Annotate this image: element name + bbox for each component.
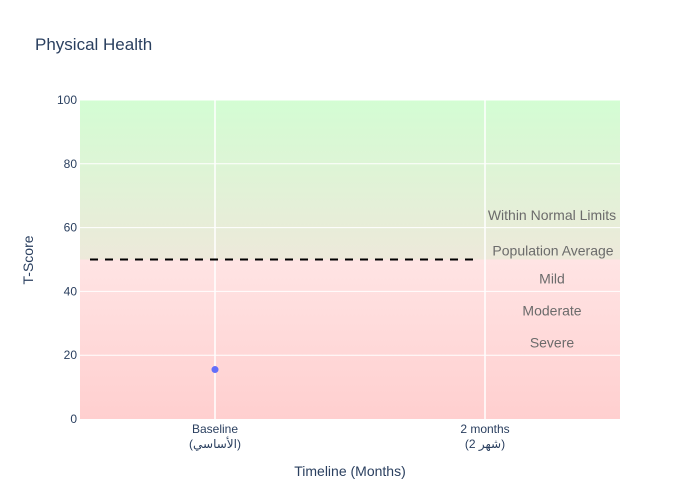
band-labels: Within Normal Limits Mild Moderate Severe bbox=[488, 207, 616, 351]
data-point[interactable] bbox=[211, 366, 219, 374]
x-axis-ticks: Baseline(الأساسي) 2 months(شهر 2) bbox=[189, 422, 510, 452]
x-tick-sublabel: (الأساسي) bbox=[189, 436, 241, 451]
y-tick-label: 20 bbox=[64, 348, 78, 362]
data-points bbox=[211, 366, 219, 374]
band-label: Mild bbox=[539, 271, 565, 287]
y-tick-label: 40 bbox=[64, 284, 78, 298]
x-axis-title: Timeline (Months) bbox=[294, 463, 406, 479]
x-tick-sublabel: (شهر 2) bbox=[465, 437, 505, 452]
x-tick-label: Baseline bbox=[192, 422, 238, 436]
x-tick-label: 2 months bbox=[460, 422, 509, 436]
y-tick-label: 60 bbox=[64, 221, 78, 235]
y-tick-label: 80 bbox=[64, 157, 78, 171]
band-label: Within Normal Limits bbox=[488, 207, 616, 223]
y-tick-label: 0 bbox=[70, 412, 77, 426]
band-label: Severe bbox=[530, 334, 575, 350]
chart-title: Physical Health bbox=[35, 35, 152, 54]
y-tick-label: 100 bbox=[57, 93, 77, 107]
reference-line-group: Population Average bbox=[90, 243, 614, 261]
y-axis-ticks: 0 20 40 60 80 100 bbox=[57, 93, 77, 426]
reference-line-label: Population Average bbox=[492, 243, 613, 259]
y-axis-title: T-Score bbox=[20, 235, 36, 284]
band-label: Moderate bbox=[522, 303, 581, 319]
